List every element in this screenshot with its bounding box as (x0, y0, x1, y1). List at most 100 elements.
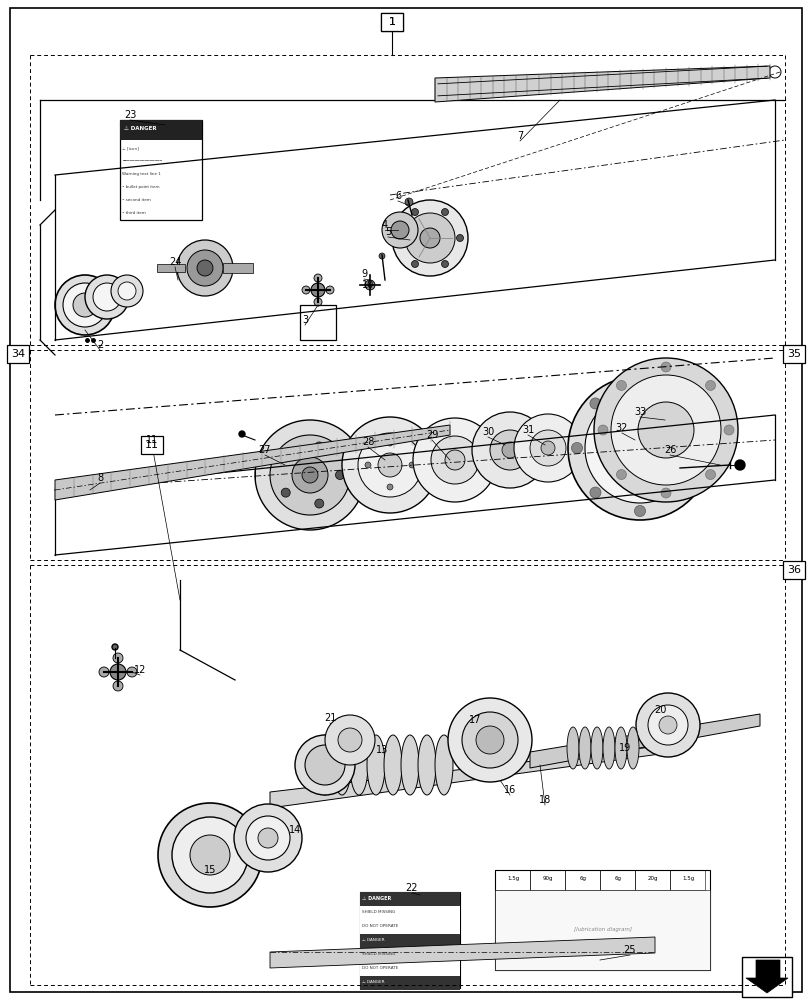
Text: 20: 20 (653, 705, 665, 715)
Text: 24: 24 (169, 257, 181, 267)
Text: 20g: 20g (647, 876, 658, 882)
Circle shape (678, 487, 689, 498)
Text: 6g: 6g (579, 876, 586, 882)
Circle shape (660, 488, 670, 498)
Circle shape (246, 816, 290, 860)
Polygon shape (530, 714, 759, 768)
Text: 11: 11 (145, 440, 159, 450)
Bar (634, 870, 669, 890)
Ellipse shape (384, 735, 401, 795)
Text: 10: 10 (362, 280, 374, 290)
Circle shape (441, 209, 448, 216)
Bar (530, 870, 564, 890)
Text: 9: 9 (361, 269, 367, 279)
Circle shape (431, 436, 478, 484)
Circle shape (411, 209, 418, 216)
Bar (380, 13, 402, 31)
Circle shape (610, 375, 720, 485)
Circle shape (324, 715, 375, 765)
Text: • bullet point item: • bullet point item (122, 185, 160, 189)
Text: 90g: 90g (542, 876, 552, 882)
Circle shape (292, 457, 328, 493)
Circle shape (73, 293, 97, 317)
Circle shape (85, 275, 129, 319)
Text: 6: 6 (394, 191, 401, 201)
Text: 21: 21 (324, 713, 336, 723)
Circle shape (63, 283, 107, 327)
Circle shape (187, 250, 223, 286)
Circle shape (678, 398, 689, 409)
Circle shape (177, 240, 233, 296)
Text: 30: 30 (481, 427, 494, 437)
Circle shape (441, 260, 448, 267)
Text: ⚠ DANGER: ⚠ DANGER (124, 126, 157, 131)
Circle shape (461, 712, 517, 768)
Circle shape (281, 453, 290, 462)
Bar (495, 870, 709, 970)
Circle shape (387, 484, 393, 490)
Text: 18: 18 (539, 795, 551, 805)
Text: ⚠ DANGER: ⚠ DANGER (362, 938, 384, 942)
Circle shape (568, 376, 711, 520)
Circle shape (584, 393, 694, 503)
Circle shape (238, 431, 245, 437)
Ellipse shape (590, 727, 603, 769)
Circle shape (594, 358, 737, 502)
Circle shape (392, 200, 467, 276)
Circle shape (378, 453, 401, 477)
Ellipse shape (401, 735, 418, 795)
Ellipse shape (350, 735, 367, 795)
Circle shape (723, 425, 733, 435)
Circle shape (234, 804, 302, 872)
Circle shape (305, 745, 345, 785)
Text: • second item: • second item (122, 198, 151, 202)
Circle shape (341, 417, 437, 513)
Circle shape (270, 435, 350, 515)
Text: 23: 23 (123, 110, 136, 120)
Circle shape (99, 667, 109, 677)
Text: 17: 17 (468, 715, 481, 725)
Text: 16: 16 (504, 785, 516, 795)
Polygon shape (270, 937, 654, 968)
Text: 1: 1 (388, 17, 395, 27)
Circle shape (409, 462, 414, 468)
Circle shape (513, 414, 581, 482)
Polygon shape (435, 66, 769, 102)
Bar (120, 120, 202, 140)
Circle shape (540, 441, 554, 455)
Circle shape (616, 380, 625, 390)
Text: 1.5g: 1.5g (681, 876, 693, 882)
Circle shape (294, 735, 354, 795)
Circle shape (475, 726, 504, 754)
Circle shape (281, 488, 290, 497)
Circle shape (325, 286, 333, 294)
Circle shape (633, 506, 645, 516)
Text: 8: 8 (97, 473, 103, 483)
Circle shape (705, 470, 714, 480)
Text: 33: 33 (633, 407, 646, 417)
Polygon shape (745, 960, 787, 993)
Bar (359, 892, 460, 906)
Circle shape (456, 234, 463, 241)
Circle shape (627, 436, 651, 460)
Circle shape (660, 362, 670, 372)
Circle shape (258, 828, 277, 848)
Circle shape (405, 198, 413, 206)
Ellipse shape (333, 735, 350, 795)
Ellipse shape (435, 735, 453, 795)
Bar (359, 920, 460, 934)
Text: • third item: • third item (122, 211, 146, 215)
Circle shape (597, 425, 607, 435)
Circle shape (448, 698, 531, 782)
Ellipse shape (626, 727, 638, 769)
Text: SHIELD MISSING: SHIELD MISSING (362, 952, 395, 956)
Circle shape (311, 283, 324, 297)
Text: 35: 35 (786, 349, 800, 359)
Circle shape (93, 283, 121, 311)
Text: 7: 7 (517, 131, 522, 141)
Circle shape (302, 467, 318, 483)
Text: 28: 28 (362, 437, 374, 447)
Bar (359, 906, 460, 920)
Bar (223, 263, 253, 273)
Text: 11: 11 (146, 435, 158, 445)
